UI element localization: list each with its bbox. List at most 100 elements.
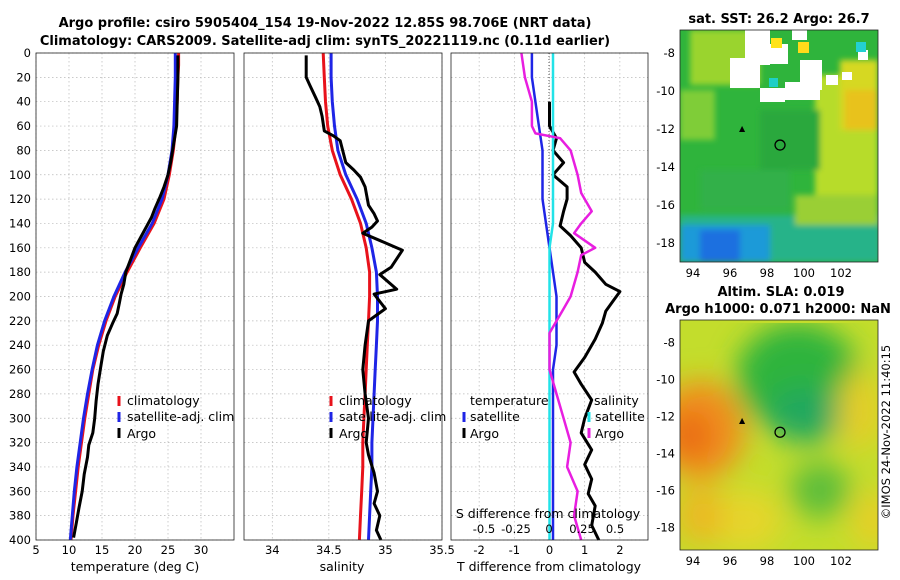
legend-label-argo: Argo bbox=[127, 426, 156, 441]
x-tick-label: 2 bbox=[616, 543, 623, 557]
series-line-argo bbox=[72, 55, 180, 538]
salinity-axis-label: salinity bbox=[320, 559, 365, 574]
lon-tick-label: 94 bbox=[686, 266, 701, 280]
legend-title-temperature: temperature bbox=[470, 393, 549, 408]
salinity-panel: 34 34.5 35 35.5 salinity climatology satell… bbox=[243, 52, 455, 574]
x-tick-label: -1 bbox=[509, 543, 520, 557]
x-tick-label: 34.5 bbox=[316, 543, 342, 557]
legend-title-salinity: salinity bbox=[594, 393, 639, 408]
sst-argo-location-marker bbox=[774, 139, 786, 151]
legend-label-satellite: satellite-adj. clim bbox=[127, 409, 234, 424]
series-line-argo bbox=[304, 55, 404, 541]
lon-tick-label: 96 bbox=[723, 554, 738, 568]
temperature-axis-label: temperature (deg C) bbox=[71, 559, 200, 574]
x-tick-label: 10 bbox=[62, 543, 77, 557]
depth-tick-labels: 0 20 40 60 80 100 120 140 160 180 200 220 240 260 280 3… bbox=[9, 46, 31, 547]
lon-tick-label: 100 bbox=[793, 266, 815, 280]
legend-label-satellite: satellite-adj. clim bbox=[339, 409, 446, 424]
series-line-salinity-satellite bbox=[548, 53, 555, 540]
depth-tick-label: 220 bbox=[9, 314, 31, 328]
legend-label-temp-argo: Argo bbox=[470, 426, 499, 441]
sla-field bbox=[680, 320, 878, 550]
x-tick-label: 5 bbox=[32, 543, 39, 557]
series-line-salinity-argo bbox=[520, 52, 597, 541]
lat-tick-label: -10 bbox=[656, 84, 675, 98]
s-tick-label: -0.5 bbox=[473, 522, 495, 536]
lon-tick-label: 98 bbox=[760, 266, 775, 280]
lat-tick-label: -18 bbox=[656, 521, 675, 535]
timestamp-watermark: ©IMOS 24-Nov-2022 11:40:15 bbox=[879, 345, 893, 519]
salinity-tick-labels: 34 34.5 35 35.5 bbox=[265, 543, 455, 557]
x-tick-label: 35 bbox=[378, 543, 393, 557]
temperature-legend: climatology satellite-adj. clim Argo bbox=[117, 393, 234, 441]
salinity-difference-tick-labels: -0.5 -0.25 0 0.25 0.5 bbox=[473, 522, 624, 536]
depth-tick-label: 280 bbox=[9, 387, 31, 401]
depth-tick-label: 180 bbox=[9, 265, 31, 279]
temperature-tick-labels: 5 10 15 20 25 30 bbox=[32, 543, 208, 557]
legend-label-climatology: climatology bbox=[127, 393, 200, 408]
salinity-difference-axis-label: S difference from climatology bbox=[456, 506, 641, 521]
sla-map-subtitle: Argo h1000: 0.071 h2000: NaN bbox=[665, 302, 891, 317]
lon-tick-label: 96 bbox=[723, 266, 738, 280]
legend-label-sal-satellite: satellite bbox=[595, 409, 645, 424]
lon-tick-label: 102 bbox=[830, 266, 852, 280]
lon-tick-label: 98 bbox=[760, 554, 775, 568]
sst-cloud-mask bbox=[730, 30, 868, 102]
lat-tick-label: -8 bbox=[664, 46, 675, 60]
series-line-temperature-argo bbox=[548, 101, 622, 541]
lat-tick-label: -12 bbox=[656, 122, 675, 136]
depth-tick-label: 400 bbox=[9, 533, 31, 547]
s-tick-label: -0.25 bbox=[501, 522, 531, 536]
depth-tick-label: 200 bbox=[9, 290, 31, 304]
temperature-grid bbox=[35, 52, 234, 541]
legend-label-temp-satellite: satellite bbox=[470, 409, 520, 424]
sst-field bbox=[680, 30, 878, 262]
sla-map-marker-small: ▲ bbox=[739, 416, 746, 425]
depth-tick-label: 100 bbox=[9, 168, 31, 182]
depth-tick-label: 380 bbox=[9, 509, 31, 523]
temperature-panel: 0 20 40 60 80 100 120 140 160 180 200 220 240 260 280 3… bbox=[9, 46, 235, 574]
sst-lat-tick-labels: -8 -10 -12 -14 -16 -18 bbox=[656, 46, 675, 250]
sla-lon-tick-labels: 94 96 98 100 102 bbox=[686, 554, 852, 568]
x-tick-label: 25 bbox=[161, 543, 176, 557]
x-tick-label: 20 bbox=[128, 543, 143, 557]
legend-label-climatology: climatology bbox=[339, 393, 412, 408]
depth-tick-label: 300 bbox=[9, 411, 31, 425]
x-tick-label: 35.5 bbox=[429, 543, 455, 557]
salinity-legend: climatology satellite-adj. clim Argo bbox=[329, 393, 446, 441]
depth-tick-label: 360 bbox=[9, 484, 31, 498]
legend-label-argo: Argo bbox=[339, 426, 368, 441]
sla-lat-tick-labels: -8 -10 -12 -14 -16 -18 bbox=[656, 335, 675, 534]
difference-lines bbox=[520, 52, 622, 541]
x-tick-label: 0 bbox=[546, 543, 553, 557]
s-tick-label: 0.5 bbox=[606, 522, 624, 536]
temperature-difference-axis-label: T difference from climatology bbox=[456, 559, 642, 574]
series-line-climatology bbox=[321, 52, 372, 541]
title-line-2: Climatology: CARS2009. Satellite-adj cli… bbox=[40, 34, 610, 49]
depth-tick-label: 40 bbox=[16, 95, 31, 109]
lon-tick-label: 100 bbox=[793, 554, 815, 568]
sst-map-marker-small: ▲ bbox=[739, 124, 746, 133]
temperature-lines bbox=[68, 53, 181, 541]
difference-frame bbox=[450, 52, 649, 541]
sla-map: Altim. SLA: 0.019 Argo h1000: 0.071 h200… bbox=[656, 285, 891, 568]
sst-map-title: sat. SST: 26.2 Argo: 26.7 bbox=[688, 12, 869, 27]
s-tick-label: 0.25 bbox=[569, 522, 595, 536]
temperature-difference-tick-labels: -2 -1 0 1 2 bbox=[473, 543, 623, 557]
depth-tick-label: 20 bbox=[16, 70, 31, 84]
x-tick-label: 1 bbox=[581, 543, 588, 557]
temperature-difference-legend: temperature satellite Argo bbox=[462, 393, 549, 441]
lat-tick-label: -18 bbox=[656, 236, 675, 250]
lat-tick-label: -14 bbox=[656, 447, 675, 461]
lon-tick-label: 94 bbox=[686, 554, 701, 568]
difference-panel: -2 -1 0 1 2 T difference from climatology S … bbox=[450, 52, 649, 574]
s-tick-label: 0 bbox=[545, 522, 552, 536]
sla-map-title: Altim. SLA: 0.019 bbox=[718, 285, 845, 300]
sst-map-frame bbox=[679, 29, 879, 263]
sst-lon-tick-labels: 94 96 98 100 102 bbox=[686, 266, 852, 280]
x-tick-label: 34 bbox=[265, 543, 280, 557]
depth-tick-label: 240 bbox=[9, 338, 31, 352]
lat-tick-label: -12 bbox=[656, 409, 675, 423]
legend-label-sal-argo: Argo bbox=[595, 426, 624, 441]
